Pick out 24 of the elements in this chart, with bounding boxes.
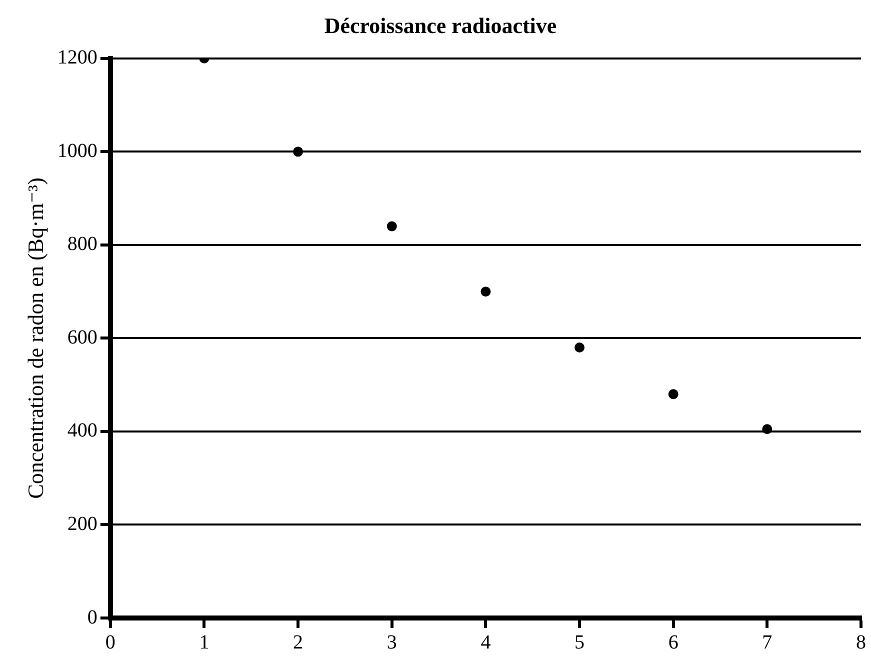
x-tick-label: 8 xyxy=(856,631,866,654)
x-tick-label: 0 xyxy=(105,631,116,654)
chart-title: Décroissance radioactive xyxy=(324,12,557,38)
x-tick-label: 2 xyxy=(293,631,304,654)
y-tick-label: 600 xyxy=(67,326,98,348)
x-tick-label: 1 xyxy=(199,631,210,654)
y-tick-label: 400 xyxy=(67,420,98,442)
point xyxy=(762,424,772,434)
y-tick-label: 200 xyxy=(67,512,98,535)
x-tick-label: 3 xyxy=(386,631,397,654)
y-tick-label: 800 xyxy=(67,233,98,256)
y-axis-title: Concentration de radon en (Bq·m⁻³) xyxy=(22,178,48,499)
x-tick-label: 5 xyxy=(574,631,585,654)
x-tick-label: 7 xyxy=(762,631,772,654)
y-tick-label: 1200 xyxy=(57,46,98,69)
point xyxy=(293,146,304,157)
point xyxy=(668,389,678,400)
x-tick-label: 4 xyxy=(480,631,491,654)
x-tick-label: 6 xyxy=(668,631,678,654)
point xyxy=(574,342,585,353)
y-tick-label: 0 xyxy=(87,606,98,628)
point xyxy=(386,221,397,232)
point xyxy=(480,286,491,297)
y-tick-label: 1000 xyxy=(57,140,98,162)
